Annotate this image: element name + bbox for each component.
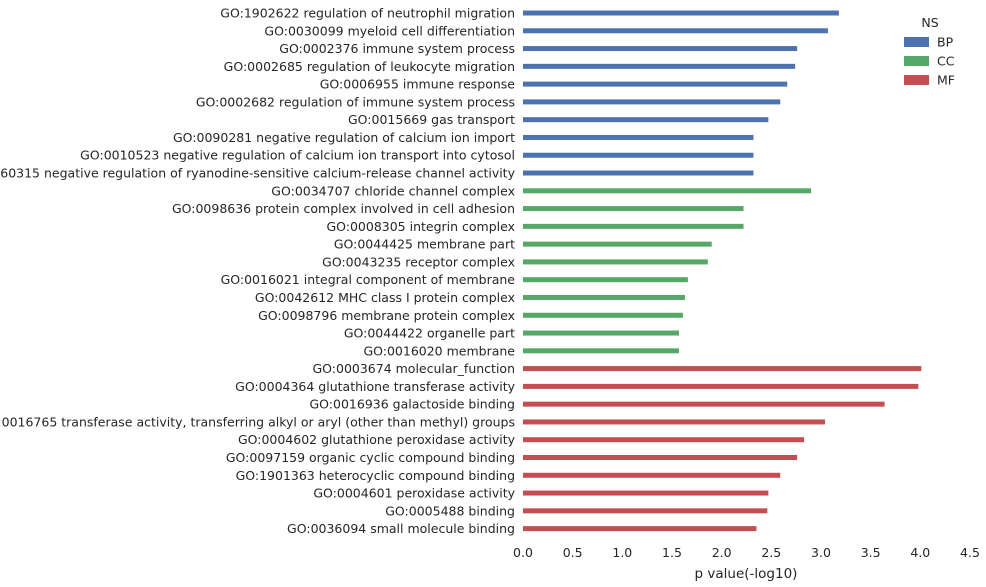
x-tick-label: 2.0 (712, 545, 732, 560)
x-tick-label: 3.5 (861, 545, 881, 560)
legend-swatch-bp (904, 37, 929, 47)
category-label: GO:0016936 galactoside binding (310, 397, 516, 412)
x-tick-label: 1.0 (612, 545, 632, 560)
legend-swatch-cc (904, 56, 929, 66)
bar-cc (523, 330, 679, 336)
legend: NS BP CC MF (904, 15, 955, 88)
x-axis-ticks-group: 0.0 0.5 1.0 1.5 2.0 2.5 3.0 3.5 4.0 4.5 (513, 545, 980, 560)
bar-bp (523, 10, 839, 16)
x-tick-label: 3.0 (811, 545, 831, 560)
bar-cc (523, 223, 744, 229)
legend-swatch-mf (904, 75, 929, 85)
bar-bp (523, 28, 828, 34)
category-label: GO:0002376 immune system process (279, 41, 515, 56)
bar-bp (523, 46, 798, 52)
legend-label-mf: MF (937, 73, 955, 88)
category-label: GO:0034707 chloride channel complex (271, 183, 515, 198)
x-axis-label: p value(-log10) (695, 566, 798, 582)
x-tick-label: 1.5 (662, 545, 682, 560)
category-label: GO:0044422 organelle part (344, 326, 515, 341)
bar-bp (523, 63, 796, 69)
bar-cc (523, 348, 679, 354)
x-tick-label: 4.0 (910, 545, 930, 560)
legend-label-cc: CC (937, 54, 955, 69)
bar-mf (523, 526, 757, 532)
category-label: GO:0044425 membrane part (334, 237, 515, 252)
category-label: GO:0016765 transferase activity, transfe… (0, 414, 515, 429)
category-label: GO:0090281 negative regulation of calciu… (173, 130, 515, 145)
category-label: GO:1901363 heterocyclic compound binding (236, 468, 515, 483)
x-tick-label: 0.5 (563, 545, 583, 560)
bar-cc (523, 312, 683, 318)
bar-mf (523, 401, 885, 407)
bar-mf (523, 508, 768, 514)
bar-cc (523, 294, 685, 300)
bar-mf (523, 455, 798, 460)
category-label: GO:0010523 negative regulation of calciu… (80, 148, 515, 163)
category-label: GO:0030099 myeloid cell differentiation (264, 23, 515, 38)
x-tick-label: 2.5 (761, 545, 781, 560)
category-label: GO:0004602 glutathione peroxidase activi… (238, 432, 516, 447)
bar-cc (523, 277, 688, 283)
bar-cc (523, 259, 708, 265)
x-tick-label: 4.5 (960, 545, 980, 560)
bar-bp (523, 99, 781, 105)
category-label: GO:0098796 membrane protein complex (258, 308, 515, 323)
bar-mf (523, 472, 781, 478)
category-label: GO:0002682 regulation of immune system p… (196, 94, 515, 109)
bar-mf (523, 383, 919, 389)
category-label: GO:0060315 negative regulation of ryanod… (0, 166, 516, 181)
bar-cc (523, 188, 812, 194)
category-label: GO:0098636 protein complex involved in c… (172, 201, 515, 216)
bar-bp (523, 152, 754, 158)
bar-bp (523, 170, 754, 176)
category-label: GO:0043235 receptor complex (322, 254, 515, 269)
bar-mf (523, 437, 805, 443)
category-label: GO:0004601 peroxidase activity (313, 486, 515, 501)
category-label: GO:0002685 regulation of leukocyte migra… (224, 59, 515, 74)
category-label: GO:0003674 molecular_function (312, 361, 515, 376)
category-label: GO:0016021 integral component of membran… (221, 272, 516, 287)
category-label: GO:0004364 glutathione transferase activ… (235, 379, 515, 394)
legend-label-bp: BP (937, 35, 954, 50)
bar-bp (523, 134, 754, 140)
bar-bp (523, 81, 788, 87)
category-label: GO:0006955 immune response (320, 77, 516, 92)
category-labels-group: GO:1902622 regulation of neutrophil migr… (0, 6, 516, 537)
bar-mf (523, 366, 922, 372)
category-label: GO:1902622 regulation of neutrophil migr… (220, 6, 515, 21)
category-label: GO:0015669 gas transport (348, 112, 515, 127)
bar-bp (523, 117, 769, 123)
bar-cc (523, 241, 712, 247)
bars-group (523, 10, 922, 532)
category-label: GO:0005488 binding (385, 503, 515, 518)
bar-mf (523, 419, 825, 425)
category-label: GO:0097159 organic cyclic compound bindi… (226, 450, 515, 465)
legend-title: NS (921, 15, 938, 30)
category-label: GO:0008305 integrin complex (326, 219, 515, 234)
bar-mf (523, 490, 769, 496)
bar-cc (523, 206, 744, 212)
category-label: GO:0016020 membrane (363, 343, 515, 358)
x-tick-label: 0.0 (513, 545, 533, 560)
category-label: GO:0042612 MHC class I protein complex (255, 290, 515, 305)
category-label: GO:0036094 small molecule binding (287, 521, 515, 536)
